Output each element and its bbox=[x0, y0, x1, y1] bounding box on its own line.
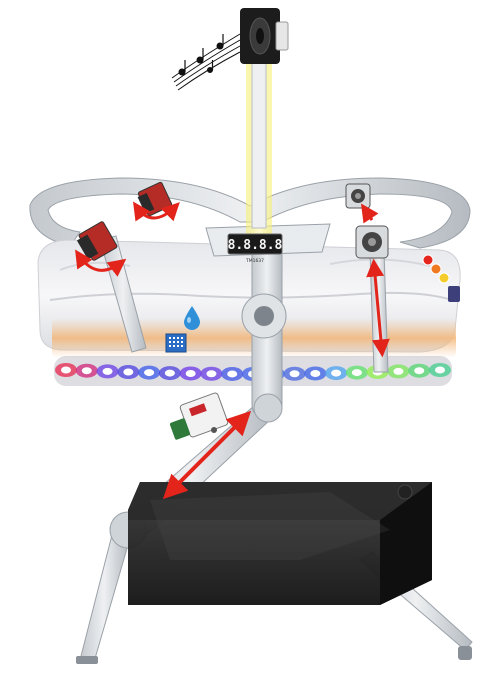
led bbox=[351, 369, 362, 377]
actuator-arrow bbox=[162, 410, 252, 500]
led bbox=[123, 368, 134, 376]
led bbox=[144, 369, 155, 377]
mast bbox=[246, 55, 272, 236]
music-notes-icon bbox=[171, 33, 241, 91]
led bbox=[102, 367, 113, 375]
stepper-motor-right-top[interactable] bbox=[345, 183, 371, 209]
humidity-sensor-icon[interactable] bbox=[165, 333, 187, 353]
led bbox=[61, 366, 71, 374]
status-led bbox=[422, 254, 434, 266]
led bbox=[164, 369, 175, 377]
led bbox=[310, 369, 321, 377]
stepper-bottom-arrow bbox=[366, 258, 390, 358]
stepper-motor-right-bottom[interactable] bbox=[355, 225, 389, 259]
linear-actuator-module[interactable] bbox=[169, 392, 229, 440]
display-digits: 8.8.8.8 bbox=[228, 238, 283, 253]
servo-back-rotation-arrow bbox=[133, 201, 180, 222]
motor-housing-box[interactable] bbox=[128, 482, 432, 605]
display-brand: TM1637 bbox=[245, 258, 264, 264]
led bbox=[331, 369, 342, 377]
water-drop-icon bbox=[184, 306, 200, 330]
led bbox=[81, 367, 92, 375]
speaker-icon[interactable] bbox=[240, 8, 289, 64]
status-leds bbox=[422, 254, 450, 284]
led bbox=[393, 367, 404, 375]
led bbox=[289, 370, 300, 378]
segment-display[interactable]: 8.8.8.8 TM1637 bbox=[227, 233, 283, 264]
status-led bbox=[430, 263, 442, 275]
led bbox=[414, 367, 425, 375]
led bbox=[206, 370, 217, 378]
led bbox=[227, 370, 238, 378]
servo-left-rotation-arrow bbox=[75, 249, 127, 277]
stepper-top-arrow bbox=[361, 203, 379, 224]
status-led bbox=[438, 272, 450, 284]
led bbox=[185, 369, 196, 377]
led bbox=[435, 366, 445, 374]
